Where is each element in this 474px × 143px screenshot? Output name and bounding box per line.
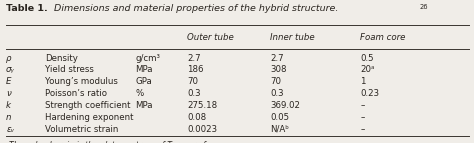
Text: –: – — [360, 125, 365, 134]
Text: εᵥ: εᵥ — [6, 125, 14, 134]
Text: 1: 1 — [360, 77, 366, 86]
Text: 0.23: 0.23 — [360, 89, 379, 98]
Text: 20ᵃ: 20ᵃ — [360, 65, 374, 75]
Text: ᵃThe value herein is the plateau stress of Terocore foam.: ᵃThe value herein is the plateau stress … — [6, 141, 226, 143]
Text: 2.7: 2.7 — [270, 54, 284, 63]
Text: Volumetric strain: Volumetric strain — [45, 125, 118, 134]
Text: GPa: GPa — [135, 77, 152, 86]
Text: 0.3: 0.3 — [187, 89, 201, 98]
Text: n: n — [6, 113, 12, 122]
Text: –: – — [360, 113, 365, 122]
Text: ρ: ρ — [6, 54, 12, 63]
Text: 369.02: 369.02 — [270, 101, 300, 110]
Text: Outer tube: Outer tube — [187, 33, 234, 42]
Text: Hardening exponent: Hardening exponent — [45, 113, 134, 122]
Text: 0.08: 0.08 — [187, 113, 206, 122]
Text: %: % — [135, 89, 143, 98]
Text: 0.0023: 0.0023 — [187, 125, 218, 134]
Text: 275.18: 275.18 — [187, 101, 218, 110]
Text: 26: 26 — [419, 4, 428, 10]
Text: ν: ν — [6, 89, 11, 98]
Text: Young’s modulus: Young’s modulus — [45, 77, 118, 86]
Text: –: – — [360, 101, 365, 110]
Text: Yield stress: Yield stress — [45, 65, 94, 75]
Text: k: k — [6, 101, 11, 110]
Text: Strength coefficient: Strength coefficient — [45, 101, 130, 110]
Text: Dimensions and material properties of the hybrid structure.: Dimensions and material properties of th… — [48, 4, 338, 13]
Text: 0.3: 0.3 — [270, 89, 284, 98]
Text: Inner tube: Inner tube — [270, 33, 315, 42]
Text: 0.05: 0.05 — [270, 113, 289, 122]
Text: Poisson’s ratio: Poisson’s ratio — [45, 89, 107, 98]
Text: σᵧ: σᵧ — [6, 65, 15, 75]
Text: E: E — [6, 77, 12, 86]
Text: N/Aᵇ: N/Aᵇ — [270, 125, 289, 134]
Text: g/cm³: g/cm³ — [135, 54, 160, 63]
Text: 70: 70 — [270, 77, 281, 86]
Text: 0.5: 0.5 — [360, 54, 374, 63]
Text: MPa: MPa — [135, 101, 153, 110]
Text: Foam core: Foam core — [360, 33, 406, 42]
Text: 186: 186 — [187, 65, 204, 75]
Text: Density: Density — [45, 54, 78, 63]
Text: 70: 70 — [187, 77, 198, 86]
Text: MPa: MPa — [135, 65, 153, 75]
Text: Table 1.: Table 1. — [6, 4, 48, 13]
Text: 308: 308 — [270, 65, 287, 75]
Text: 2.7: 2.7 — [187, 54, 201, 63]
